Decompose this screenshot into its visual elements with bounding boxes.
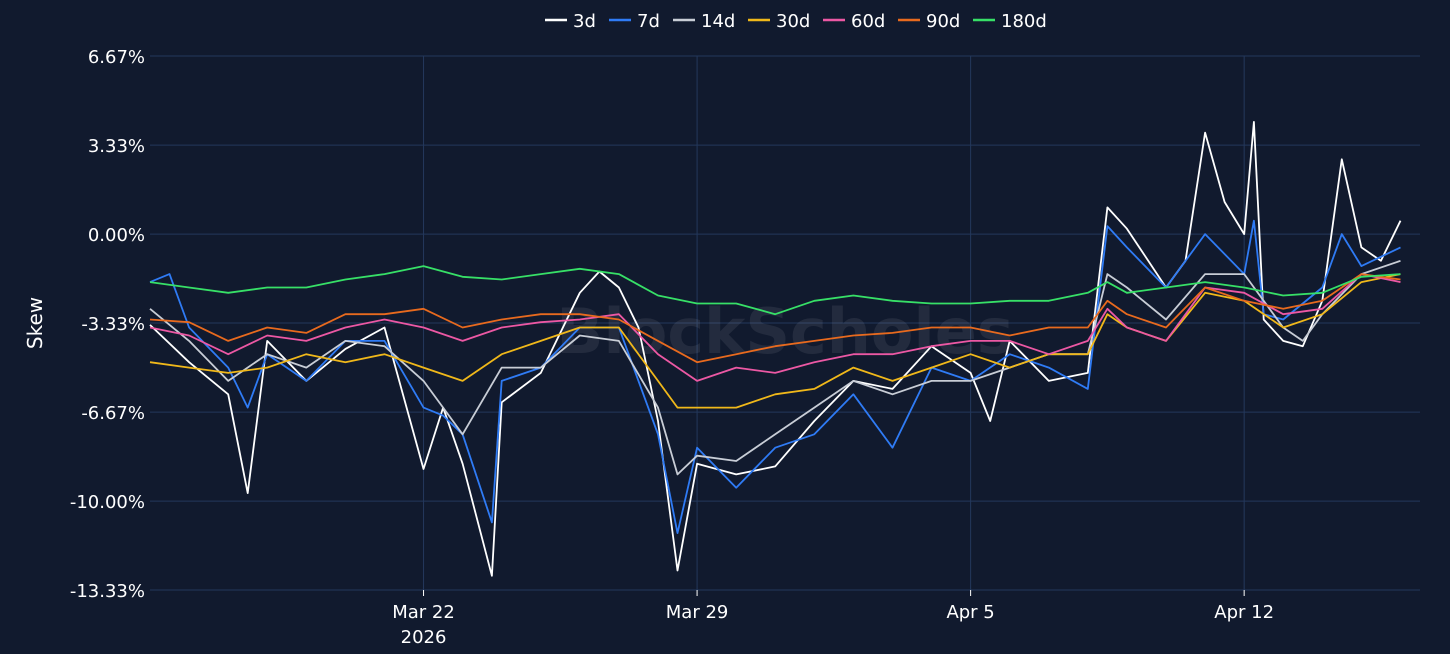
legend-item-60d[interactable]: 60d <box>823 11 885 32</box>
legend[interactable]: 3d 7d 14d 30d 60d 90d 180d <box>545 11 1047 32</box>
legend-label: 30d <box>776 11 810 32</box>
legend-label: 7d <box>637 11 660 32</box>
series-line-30d <box>149 273 1401 409</box>
series-line-180d <box>149 265 1401 316</box>
series-line-14d <box>149 259 1401 476</box>
y-axis: 6.67% 3.33% 0.00% -3.33% -6.67% -10.00% -13.33… <box>70 47 145 602</box>
legend-item-7d[interactable]: 7d <box>609 11 660 32</box>
legend-item-30d[interactable]: 30d <box>748 11 810 32</box>
legend-label: 14d <box>701 11 735 32</box>
x-tick-label: Mar 22 <box>392 602 455 623</box>
series-line-90d <box>149 273 1401 364</box>
series-line-3d <box>149 121 1402 577</box>
legend-item-180d[interactable]: 180d <box>973 11 1047 32</box>
legend-item-3d[interactable]: 3d <box>545 11 596 32</box>
y-tick-label: -10.00% <box>70 492 145 513</box>
legend-label: 90d <box>926 11 960 32</box>
series-line-7d <box>149 219 1401 534</box>
y-axis-label: Skew <box>23 297 47 349</box>
y-tick-label: -3.33% <box>81 314 145 335</box>
x-tick-year-label: 2026 <box>401 627 447 648</box>
grid <box>150 55 1420 591</box>
series-lines <box>149 121 1402 577</box>
x-tick-label: Apr 5 <box>946 602 994 623</box>
x-tick-label: Apr 12 <box>1214 602 1274 623</box>
legend-label: 3d <box>573 11 596 32</box>
y-tick-label: 3.33% <box>88 136 145 157</box>
y-tick-label: 6.67% <box>88 47 145 68</box>
x-axis: Mar 22 2026 Mar 29 Apr 5 Apr 12 <box>392 590 1274 648</box>
legend-label: 60d <box>851 11 885 32</box>
y-tick-label: -6.67% <box>81 403 145 424</box>
legend-item-14d[interactable]: 14d <box>673 11 735 32</box>
series-line-60d <box>149 273 1401 382</box>
y-tick-label: 0.00% <box>88 225 145 246</box>
watermark: BlockScholes <box>556 295 1013 368</box>
watermark-text: BlockScholes <box>556 295 1013 368</box>
legend-item-90d[interactable]: 90d <box>898 11 960 32</box>
legend-label: 180d <box>1001 11 1047 32</box>
x-tick-label: Mar 29 <box>666 602 729 623</box>
y-tick-label: -13.33% <box>70 581 145 602</box>
